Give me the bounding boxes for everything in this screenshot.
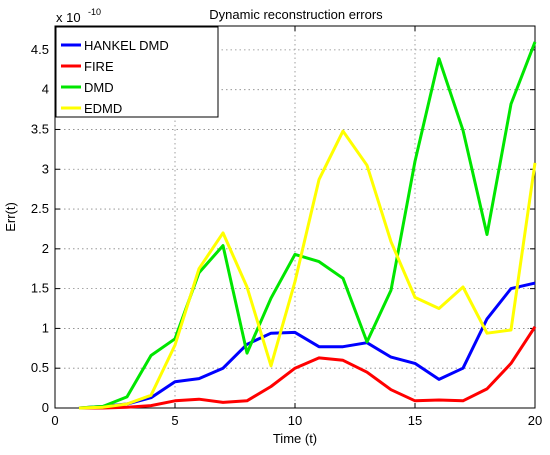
y-tick-label: 0: [42, 400, 49, 415]
y-tick-label: 2.5: [31, 201, 49, 216]
x-tick-label: 0: [51, 413, 58, 428]
legend-label-dmd: DMD: [84, 80, 114, 95]
x-tick-label: 20: [528, 413, 542, 428]
y-exponent-base: x 10: [56, 10, 81, 25]
series-fire-line: [79, 325, 537, 410]
y-tick-label: 3: [42, 161, 49, 176]
x-tick-label: 5: [171, 413, 178, 428]
y-tick-label: 2: [42, 241, 49, 256]
x-axis-label: Time (t): [273, 431, 317, 446]
y-tick-label: 1: [42, 320, 49, 335]
series-edmd-line: [78, 129, 537, 410]
y-tick-label: 4.5: [31, 42, 49, 57]
series-hankel-dmd-line: [78, 281, 536, 410]
x-tick-label: 15: [408, 413, 422, 428]
legend-label-hankel-dmd: HANKEL DMD: [84, 38, 169, 53]
legend-box: [55, 26, 219, 118]
x-tick-label: 10: [288, 413, 302, 428]
y-tick-label: 1.5: [31, 281, 49, 296]
series-dmd-line: [78, 41, 537, 410]
y-axis-label: Err(t): [3, 202, 18, 232]
y-tick-label: 3.5: [31, 121, 49, 136]
y-tick-label: 0.5: [31, 360, 49, 375]
series-lines: [78, 41, 537, 410]
axis-ticks: 0 5 10 15 20 0 0.5 1 1.5 2 2.5 3 3.5 4 4.5: [31, 26, 542, 428]
legend-label-fire: FIRE: [84, 59, 114, 74]
y-exponent-power: -10: [88, 7, 101, 17]
legend: HANKEL DMD FIRE DMD EDMD: [55, 26, 219, 118]
legend-label-edmd: EDMD: [84, 101, 122, 116]
y-tick-label: 4: [42, 82, 49, 97]
chart-title: Dynamic reconstruction errors: [209, 7, 383, 22]
